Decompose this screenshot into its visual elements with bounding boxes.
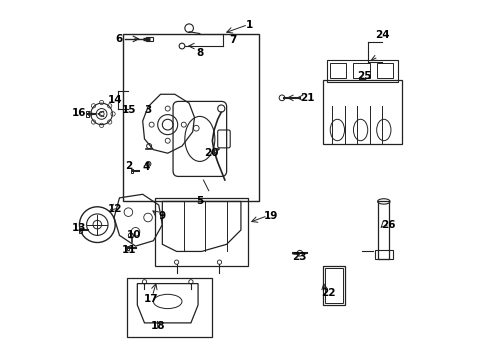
- Text: 3: 3: [144, 105, 151, 115]
- Text: 7: 7: [229, 35, 236, 45]
- Text: 22: 22: [321, 288, 335, 297]
- Bar: [324, 267, 342, 303]
- Text: 20: 20: [204, 148, 219, 158]
- Text: 10: 10: [127, 230, 142, 240]
- Text: 19: 19: [264, 211, 278, 221]
- Text: 23: 23: [292, 252, 306, 262]
- Bar: [353, 63, 369, 78]
- Text: 2: 2: [125, 161, 132, 171]
- Bar: [123, 33, 258, 202]
- Bar: [376, 63, 392, 78]
- Text: 24: 24: [374, 30, 388, 40]
- Bar: [326, 60, 397, 82]
- Text: 9: 9: [158, 211, 165, 221]
- Bar: [329, 63, 346, 78]
- Bar: [85, 111, 89, 117]
- Text: 4: 4: [142, 162, 150, 172]
- Bar: [130, 169, 133, 173]
- Bar: [378, 202, 388, 258]
- Text: 8: 8: [196, 48, 203, 58]
- Text: 18: 18: [150, 321, 165, 331]
- Bar: [146, 37, 152, 41]
- Text: 21: 21: [299, 93, 314, 103]
- Text: 5: 5: [196, 197, 203, 206]
- Bar: [126, 278, 212, 337]
- Text: 1: 1: [246, 19, 253, 30]
- Text: 6: 6: [115, 34, 122, 44]
- Text: 14: 14: [108, 95, 122, 105]
- Text: 26: 26: [380, 220, 394, 230]
- Bar: [79, 228, 81, 233]
- Text: 25: 25: [356, 71, 371, 81]
- Bar: [126, 246, 129, 250]
- Text: 15: 15: [122, 105, 137, 115]
- Bar: [323, 80, 401, 144]
- Text: 16: 16: [72, 108, 86, 118]
- Text: 12: 12: [107, 204, 122, 214]
- Text: 17: 17: [143, 294, 158, 303]
- Text: 11: 11: [122, 245, 137, 255]
- Bar: [323, 266, 344, 305]
- Bar: [155, 198, 247, 266]
- Bar: [374, 249, 392, 258]
- Text: 13: 13: [72, 222, 86, 233]
